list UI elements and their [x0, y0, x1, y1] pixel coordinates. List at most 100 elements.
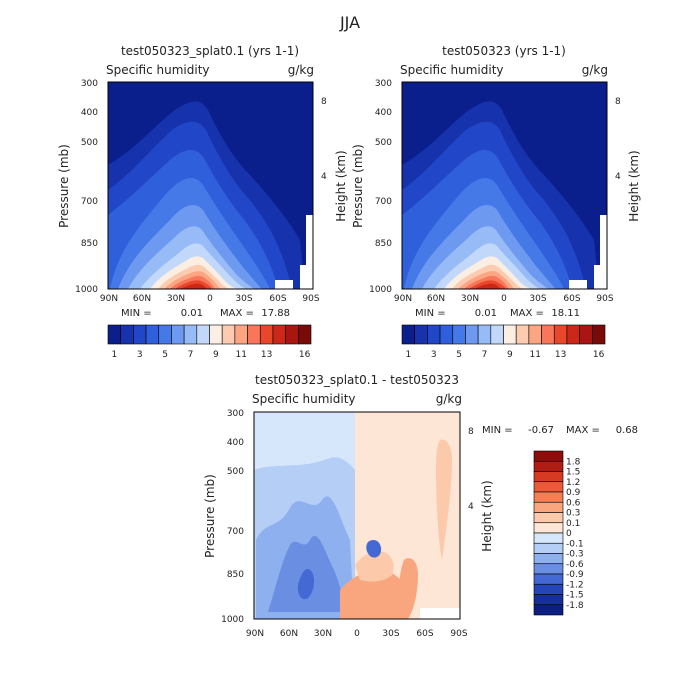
colorbar-swatch	[401, 324, 415, 345]
colorbar-swatch	[145, 324, 160, 345]
colorbar-swatch	[592, 324, 606, 345]
colorbar-swatch	[477, 324, 492, 345]
colorbar-label: 16	[299, 350, 311, 360]
colorbar-swatch	[541, 324, 555, 345]
colorbar-swatch	[247, 324, 261, 345]
y-tick-label: 500	[375, 138, 392, 148]
max-value: 18.11	[551, 308, 580, 319]
colorbar-label: 1.2	[566, 478, 580, 488]
height-tick-label: 4	[615, 172, 621, 182]
panel-control: test050323 (yrs 1-1) Specific humidity g…	[351, 44, 641, 360]
x-tick-label: 90N	[100, 294, 118, 304]
colorbar-swatch	[298, 324, 312, 345]
colorbar-label: -0.1	[566, 539, 584, 549]
height-tick-label: 8	[321, 97, 327, 107]
colorbar-label: -1.5	[566, 591, 584, 601]
colorbar-swatch	[107, 324, 121, 345]
max-value: 17.88	[261, 308, 290, 319]
x-tick-label: 30S	[235, 294, 252, 304]
colorbar-swatch	[515, 324, 530, 345]
y-tick-label: 400	[227, 438, 244, 448]
colorbar-label: 3	[431, 350, 437, 360]
x-tick-label: 30S	[529, 294, 546, 304]
y-axis-label: Pressure (mb)	[57, 144, 71, 228]
colorbar-label: 9	[213, 350, 219, 360]
y-tick-label: 500	[81, 138, 98, 148]
colorbar-label: -0.3	[566, 550, 584, 560]
colorbar-swatch	[566, 324, 580, 345]
y-tick-label: 700	[81, 197, 98, 207]
x-tick-label: 90N	[394, 294, 412, 304]
colorbar-swatch	[533, 471, 564, 483]
colorbar-swatch	[579, 324, 593, 345]
colorbar-label: 0.3	[566, 509, 580, 519]
colorbar-swatch	[533, 604, 564, 616]
x-tick-label: 60S	[416, 629, 433, 639]
height-tick-label: 4	[468, 502, 474, 512]
min-label: MIN =	[415, 308, 446, 319]
height-tick-label: 4	[321, 172, 327, 182]
colorbar-swatch	[158, 324, 172, 345]
colorbar-label: 5	[162, 350, 168, 360]
colorbar-swatch	[209, 324, 223, 345]
y-tick-label: 400	[375, 108, 392, 118]
colorbar-swatch	[183, 324, 198, 345]
colorbar-label: 0	[566, 529, 572, 539]
colorbar-swatch	[234, 324, 248, 345]
min-max-readout: MIN = 0.01 MAX = 18.11	[415, 308, 580, 319]
contour-field	[108, 82, 313, 289]
colorbar-swatch	[120, 324, 134, 345]
contour-field	[402, 82, 607, 289]
colorbar-swatch	[452, 324, 466, 345]
colorbar: 1 3 5 7 9 11 13 16	[401, 324, 606, 360]
right-axis: 8 4	[468, 427, 474, 512]
colorbar-label: 1.5	[566, 468, 580, 478]
colorbar-swatch	[553, 324, 568, 345]
colorbar: 1 3 5 7 9 11 13 16	[107, 324, 312, 360]
colorbar-label: 5	[456, 350, 462, 360]
colorbar-swatch	[533, 450, 564, 462]
x-tick-label: 60S	[269, 294, 286, 304]
y-tick-label: 1000	[221, 615, 244, 625]
colorbar-label: 1	[111, 350, 117, 360]
right-axis: 8 4	[321, 97, 327, 182]
colorbar-swatch	[533, 481, 564, 493]
panel-splat: test050323_splat0.1 (yrs 1-1) Specific h…	[57, 44, 348, 360]
colorbar-label: 13	[261, 350, 272, 360]
colorbar-label: -1.2	[566, 580, 584, 590]
units-label: g/kg	[436, 392, 462, 406]
colorbar-label: 7	[482, 350, 488, 360]
y-tick-label: 700	[375, 197, 392, 207]
colorbar-label: -1.8	[566, 601, 584, 611]
right-axis: 8 4	[615, 97, 621, 182]
x-tick-label: 90S	[596, 294, 613, 304]
x-tick-label: 90N	[246, 629, 264, 639]
x-tick-label: 0	[501, 294, 507, 304]
colorbar-swatch	[272, 324, 286, 345]
colorbar-label: 1.8	[566, 457, 581, 467]
panel-title: test050323_splat0.1 (yrs 1-1)	[121, 44, 299, 58]
colorbar-label: 0.6	[566, 498, 581, 508]
panel-title: test050323 (yrs 1-1)	[442, 44, 566, 58]
colorbar-swatch	[221, 324, 236, 345]
variable-label: Specific humidity	[400, 63, 504, 77]
y-tick-label: 300	[375, 79, 392, 89]
colorbar-label: -0.9	[566, 570, 584, 580]
colorbar-swatch	[533, 594, 564, 606]
colorbar-label: -0.6	[566, 560, 584, 570]
x-tick-label: 60N	[133, 294, 151, 304]
colorbar-swatch	[533, 460, 564, 472]
y-tick-label: 500	[227, 467, 244, 477]
x-axis: 90N 60N 30N 0 30S 60S 90S	[100, 294, 320, 304]
min-max-readout: MIN = -0.67 MAX = 0.68	[482, 425, 638, 436]
colorbar-swatch	[503, 324, 517, 345]
colorbar-swatch	[414, 324, 428, 345]
y-tick-label: 300	[227, 409, 244, 419]
y-tick-label: 1000	[75, 285, 98, 295]
y-tick-label: 850	[375, 239, 392, 249]
y-tick-label: 1000	[369, 285, 392, 295]
colorbar-swatch	[533, 563, 564, 575]
max-label: MAX =	[510, 308, 544, 319]
left-axis: 300 400 500 700 850 1000	[75, 79, 98, 295]
